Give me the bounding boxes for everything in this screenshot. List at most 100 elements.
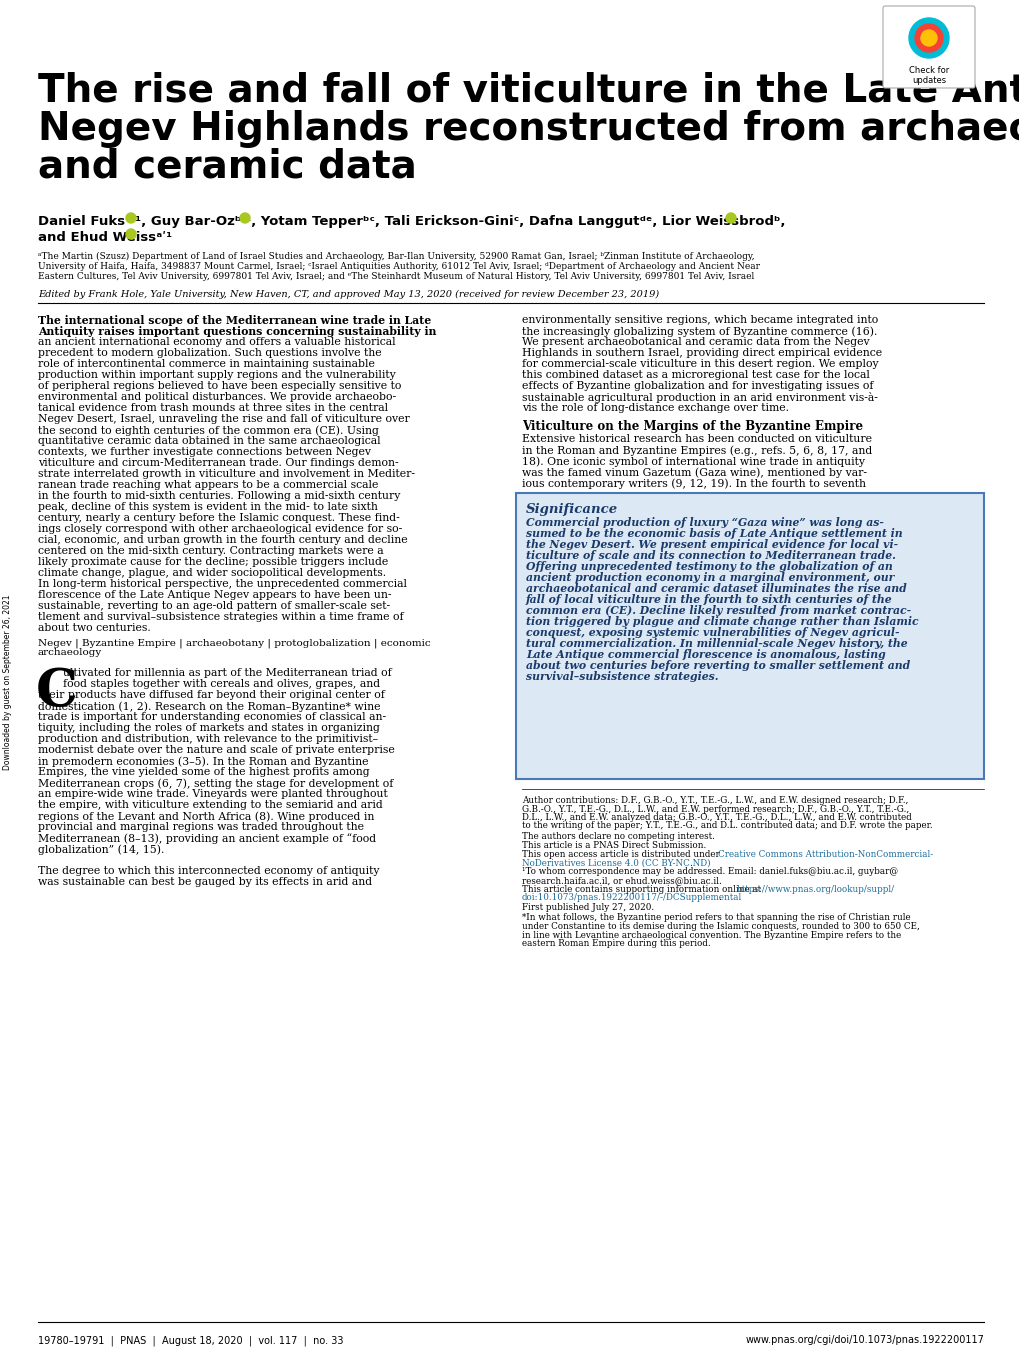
Text: https://www.pnas.org/lookup/suppl/: https://www.pnas.org/lookup/suppl/ [737,885,895,894]
Text: was sustainable can best be gauged by its effects in arid and: was sustainable can best be gauged by it… [38,876,372,887]
Text: of peripheral regions believed to have been especially sensitive to: of peripheral regions believed to have b… [38,381,401,390]
Text: ranean trade reaching what appears to be a commercial scale: ranean trade reaching what appears to be… [38,480,378,490]
Text: tiquity, including the roles of markets and states in organizing: tiquity, including the roles of markets … [38,723,379,733]
Text: D.L., L.W., and E.W. analyzed data; G.B.-O., Y.T., T.E.-G., D.L., L.W., and E.W.: D.L., L.W., and E.W. analyzed data; G.B.… [522,814,911,822]
Text: florescence of the Late Antique Negev appears to have been un-: florescence of the Late Antique Negev ap… [38,590,391,601]
Text: about two centuries.: about two centuries. [38,622,151,633]
Text: climate change, plague, and wider sociopolitical developments.: climate change, plague, and wider sociop… [38,568,386,577]
Text: Extensive historical research has been conducted on viticulture: Extensive historical research has been c… [522,434,871,444]
Text: Significance: Significance [526,502,618,516]
Text: ious contemporary writers (9, 12, 19). In the fourth to seventh: ious contemporary writers (9, 12, 19). I… [522,478,865,489]
Text: this combined dataset as a microregional test case for the local: this combined dataset as a microregional… [522,370,869,379]
Text: tanical evidence from trash mounds at three sites in the central: tanical evidence from trash mounds at th… [38,403,388,414]
Text: Late Antique commercial florescence is anomalous, lasting: Late Antique commercial florescence is a… [526,648,884,661]
Text: sustainable, reverting to an age-old pattern of smaller-scale set-: sustainable, reverting to an age-old pat… [38,601,389,612]
Text: to the writing of the paper; Y.T., T.E.-G., and D.L. contributed data; and D.F. : to the writing of the paper; Y.T., T.E.-… [522,822,931,830]
Text: in the Roman and Byzantine Empires (e.g., refs. 5, 6, 8, 17, and: in the Roman and Byzantine Empires (e.g.… [522,445,871,456]
Text: In long-term historical perspective, the unprecedented commercial: In long-term historical perspective, the… [38,579,407,590]
Text: conquest, exposing systemic vulnerabilities of Negev agricul-: conquest, exposing systemic vulnerabilit… [526,627,899,637]
Text: .: . [717,894,720,902]
Text: tural commercialization. In millennial-scale Negev history, the: tural commercialization. In millennial-s… [526,637,907,648]
Text: an empire-wide wine trade. Vineyards were planted throughout: an empire-wide wine trade. Vineyards wer… [38,789,387,799]
Text: ancient production economy in a marginal environment, our: ancient production economy in a marginal… [526,572,894,583]
Text: in the fourth to mid-sixth centuries. Following a mid-sixth century: in the fourth to mid-sixth centuries. Fo… [38,491,400,501]
Text: quantitative ceramic data obtained in the same archaeological: quantitative ceramic data obtained in th… [38,435,380,446]
Text: environmentally sensitive regions, which became integrated into: environmentally sensitive regions, which… [522,315,877,325]
Text: Antiquity raises important questions concerning sustainability in: Antiquity raises important questions con… [38,326,436,337]
Text: contexts, we further investigate connections between Negev: contexts, we further investigate connect… [38,446,371,457]
Text: The rise and fall of viticulture in the Late Antique: The rise and fall of viticulture in the … [38,72,1019,111]
Circle shape [126,213,136,222]
Circle shape [126,229,136,239]
Text: ¹To whom correspondence may be addressed. Email: daniel.fuks@biu.ac.il, guybar@: ¹To whom correspondence may be addressed… [522,868,898,876]
Text: common era (CE). Decline likely resulted from market contrac-: common era (CE). Decline likely resulted… [526,605,910,616]
Text: ultivated for millennia as part of the Mediterranean triad of: ultivated for millennia as part of the M… [63,667,391,678]
Text: Offering unprecedented testimony to the globalization of an: Offering unprecedented testimony to the … [526,561,892,572]
Text: G.B.-O., Y.T., T.E.-G., D.L., L.W., and E.W. performed research; D.F., G.B.-O., : G.B.-O., Y.T., T.E.-G., D.L., L.W., and … [522,804,908,814]
Text: Creative Commons Attribution-NonCommercial-: Creative Commons Attribution-NonCommerci… [717,850,932,859]
Text: the second to eighth centuries of the common era (CE). Using: the second to eighth centuries of the co… [38,425,378,435]
Text: viticulture and circum-Mediterranean trade. Our findings demon-: viticulture and circum-Mediterranean tra… [38,459,398,468]
Text: the Negev Desert. We present empirical evidence for local vi-: the Negev Desert. We present empirical e… [526,539,898,550]
Text: the empire, with viticulture extending to the semiarid and arid: the empire, with viticulture extending t… [38,800,382,809]
FancyBboxPatch shape [516,493,983,779]
Text: precedent to modern globalization. Such questions involve the: precedent to modern globalization. Such … [38,348,381,358]
Text: strate interrelated growth in viticulture and involvement in Mediter-: strate interrelated growth in viticultur… [38,470,415,479]
Text: role of intercontinental commerce in maintaining sustainable: role of intercontinental commerce in mai… [38,359,375,369]
Text: 19780–19791  |  PNAS  |  August 18, 2020  |  vol. 117  |  no. 33: 19780–19791 | PNAS | August 18, 2020 | v… [38,1335,343,1346]
Text: archaeobotanical and ceramic dataset illuminates the rise and: archaeobotanical and ceramic dataset ill… [526,583,906,594]
Text: for commercial-scale viticulture in this desert region. We employ: for commercial-scale viticulture in this… [522,359,877,369]
Text: This open access article is distributed under: This open access article is distributed … [522,850,721,859]
Text: 18). One iconic symbol of international wine trade in antiquity: 18). One iconic symbol of international … [522,456,864,467]
Text: Empires, the vine yielded some of the highest profits among: Empires, the vine yielded some of the hi… [38,767,369,777]
Text: likely proximate cause for the decline; possible triggers include: likely proximate cause for the decline; … [38,557,388,566]
Text: The authors declare no competing interest.: The authors declare no competing interes… [522,833,714,841]
Text: ᵃThe Martin (Szusz) Department of Land of Israel Studies and Archaeology, Bar-Il: ᵃThe Martin (Szusz) Department of Land o… [38,253,754,261]
Text: Viticulture on the Margins of the Byzantine Empire: Viticulture on the Margins of the Byzant… [522,420,862,433]
Text: Check for
updates: Check for updates [908,66,949,86]
Text: *In what follows, the Byzantine period refers to that spanning the rise of Chris: *In what follows, the Byzantine period r… [522,913,910,923]
Text: We present archaeobotanical and ceramic data from the Negev: We present archaeobotanical and ceramic … [522,337,869,347]
Text: and Ehud Weissᵃʹ¹: and Ehud Weissᵃʹ¹ [38,231,172,244]
Text: Edited by Frank Hole, Yale University, New Haven, CT, and approved May 13, 2020 : Edited by Frank Hole, Yale University, N… [38,289,658,299]
Text: Eastern Cultures, Tel Aviv University, 6997801 Tel Aviv, Israel; and ᵉThe Steinh: Eastern Cultures, Tel Aviv University, 6… [38,272,753,281]
Text: production within important supply regions and the vulnerability: production within important supply regio… [38,370,395,379]
Text: fall of local viticulture in the fourth to sixth centuries of the: fall of local viticulture in the fourth … [526,594,892,605]
Text: an ancient international economy and offers a valuable historical: an ancient international economy and off… [38,337,395,347]
Text: Negev Desert, Israel, unraveling the rise and fall of viticulture over: Negev Desert, Israel, unraveling the ris… [38,414,410,425]
Text: peak, decline of this system is evident in the mid- to late sixth: peak, decline of this system is evident … [38,502,377,512]
Circle shape [726,213,736,222]
Text: modernist debate over the nature and scale of private enterprise: modernist debate over the nature and sca… [38,745,394,755]
Text: Daniel Fuksᵃʹ¹, Guy Bar-Ozᵇʹ¹, Yotam Tepperᵇᶜ, Tali Erickson-Giniᶜ, Dafna Langgu: Daniel Fuksᵃʹ¹, Guy Bar-Ozᵇʹ¹, Yotam Tep… [38,216,785,228]
Text: their products have diffused far beyond their original center of: their products have diffused far beyond … [38,689,384,700]
Text: eastern Roman Empire during this period.: eastern Roman Empire during this period. [522,939,710,949]
Text: sumed to be the economic basis of Late Antique settlement in: sumed to be the economic basis of Late A… [526,528,902,539]
Text: Author contributions: D.F., G.B.-O., Y.T., T.E.-G., L.W., and E.W. designed rese: Author contributions: D.F., G.B.-O., Y.T… [522,796,908,805]
Text: survival–subsistence strategies.: survival–subsistence strategies. [526,672,717,682]
Text: The degree to which this interconnected economy of antiquity: The degree to which this interconnected … [38,865,379,876]
Text: centered on the mid-sixth century. Contracting markets were a: centered on the mid-sixth century. Contr… [38,546,383,556]
Text: Downloaded by guest on September 26, 2021: Downloaded by guest on September 26, 202… [3,594,12,770]
Text: in line with Levantine archaeological convention. The Byzantine Empire refers to: in line with Levantine archaeological co… [522,931,901,939]
Text: archaeology: archaeology [38,648,102,657]
Text: Negev | Byzantine Empire | archaeobotany | protoglobalization | economic: Negev | Byzantine Empire | archaeobotany… [38,637,430,647]
Text: The international scope of the Mediterranean wine trade in Late: The international scope of the Mediterra… [38,315,431,326]
Text: in premodern economies (3–5). In the Roman and Byzantine: in premodern economies (3–5). In the Rom… [38,756,368,767]
Text: Mediterranean (8–13), providing an ancient example of “food: Mediterranean (8–13), providing an ancie… [38,833,376,844]
Text: ticulture of scale and its connection to Mediterranean trade.: ticulture of scale and its connection to… [526,550,895,561]
Text: This article is a PNAS Direct Submission.: This article is a PNAS Direct Submission… [522,841,705,850]
Text: cial, economic, and urban growth in the fourth century and decline: cial, economic, and urban growth in the … [38,535,408,545]
Text: Negev Highlands reconstructed from archaeobotanical: Negev Highlands reconstructed from archa… [38,111,1019,147]
Text: was the famed vinum Gazetum (Gaza wine), mentioned by var-: was the famed vinum Gazetum (Gaza wine),… [522,467,866,478]
Text: effects of Byzantine globalization and for investigating issues of: effects of Byzantine globalization and f… [522,381,872,390]
Text: and ceramic data: and ceramic data [38,147,417,186]
Text: century, nearly a century before the Islamic conquest. These find-: century, nearly a century before the Isl… [38,513,399,523]
Text: NoDerivatives License 4.0 (CC BY-NC ND): NoDerivatives License 4.0 (CC BY-NC ND) [522,859,710,868]
Text: under Constantine to its demise during the Islamic conquests, rounded to 300 to : under Constantine to its demise during t… [522,921,919,931]
Text: about two centuries before reverting to smaller settlement and: about two centuries before reverting to … [526,661,909,672]
Text: domestication (1, 2). Research on the Roman–Byzantine* wine: domestication (1, 2). Research on the Ro… [38,702,380,711]
Text: production and distribution, with relevance to the primitivist–: production and distribution, with releva… [38,734,378,744]
Text: Commercial production of luxury “Gaza wine” was long as-: Commercial production of luxury “Gaza wi… [526,517,883,528]
Text: the increasingly globalizing system of Byzantine commerce (16).: the increasingly globalizing system of B… [522,326,876,337]
Text: University of Haifa, Haifa, 3498837 Mount Carmel, Israel; ᶜIsrael Antiquities Au: University of Haifa, Haifa, 3498837 Moun… [38,262,759,272]
